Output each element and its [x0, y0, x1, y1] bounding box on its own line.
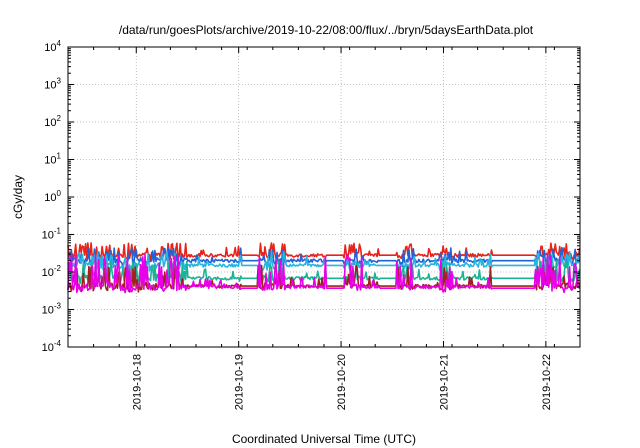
y-tick-label: 102 — [44, 114, 61, 129]
x-tick-label: 2019-10-19 — [234, 354, 246, 410]
y-axis: 10-4 10-3 10-2 10-1 100 101 102 103 104 — [42, 39, 580, 354]
y-tick-label: 10-1 — [42, 227, 62, 242]
y-tick-label: 10-4 — [42, 339, 62, 354]
y-tick-label: 104 — [44, 39, 61, 54]
chart-title: /data/run/goesPlots/archive/2019-10-22/0… — [119, 23, 534, 37]
y-tick-label: 10-2 — [42, 264, 62, 279]
y-axis-label: cGy/day — [11, 175, 25, 219]
x-tick-label: 2019-10-18 — [131, 354, 143, 410]
series-line — [67, 260, 581, 285]
series-line — [67, 253, 581, 294]
y-tick-label: 101 — [44, 152, 61, 167]
x-tick-label: 2019-10-20 — [336, 354, 348, 410]
grid — [68, 47, 580, 347]
y-tick-label: 10-3 — [42, 302, 62, 317]
series-line — [67, 250, 581, 272]
x-tick-label: 2019-10-21 — [438, 354, 450, 410]
y-tick-label: 100 — [44, 189, 61, 204]
x-axis-label: Coordinated Universal Time (UTC) — [232, 432, 416, 446]
x-tick-label: 2019-10-22 — [541, 354, 553, 410]
y-tick-label: 103 — [44, 77, 61, 92]
series-group — [67, 242, 581, 294]
x-axis: 2019-10-18 2019-10-19 2019-10-20 2019-10-21… — [67, 47, 581, 410]
